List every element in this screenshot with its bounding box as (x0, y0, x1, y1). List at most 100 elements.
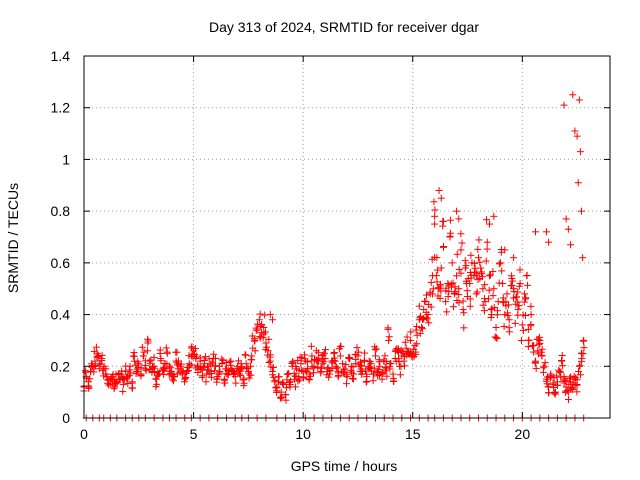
data-point (236, 371, 244, 379)
data-point (123, 375, 131, 383)
data-point (449, 279, 457, 287)
data-point (82, 368, 90, 376)
data-point (574, 179, 582, 187)
data-point (551, 390, 559, 398)
data-point (170, 377, 178, 385)
data-point (446, 216, 454, 224)
data-point (403, 333, 411, 341)
data-point (207, 373, 215, 381)
data-point (275, 373, 283, 381)
data-point (573, 381, 581, 389)
data-point (331, 357, 339, 365)
data-point (436, 294, 444, 302)
data-point (485, 220, 493, 228)
x-tick-label: 20 (515, 426, 531, 442)
data-point (422, 291, 430, 299)
data-point (237, 363, 245, 371)
data-point (363, 377, 371, 385)
data-point (295, 376, 303, 384)
y-tick-label: 1 (62, 151, 70, 167)
data-point (396, 371, 404, 379)
y-tick-label: 0.2 (51, 358, 71, 374)
data-point (444, 293, 452, 301)
data-point (483, 245, 491, 253)
data-point (579, 350, 587, 358)
data-point (512, 293, 520, 301)
data-point (210, 350, 218, 358)
data-point (319, 351, 327, 359)
data-point (357, 361, 365, 369)
data-point (428, 290, 436, 298)
data-point (580, 344, 588, 352)
data-point (181, 374, 189, 382)
data-point (432, 272, 440, 280)
data-point (142, 366, 150, 374)
data-point (251, 347, 259, 355)
data-point (269, 363, 277, 371)
data-point (473, 269, 481, 277)
data-point (372, 345, 380, 353)
x-tick-label: 0 (80, 426, 88, 442)
data-point (460, 324, 468, 332)
data-point (314, 349, 322, 357)
data-point (535, 341, 543, 349)
data-point (489, 268, 497, 276)
data-point (200, 363, 208, 371)
data-point (412, 350, 420, 358)
data-point (256, 332, 264, 340)
data-point (556, 367, 564, 375)
data-point (485, 272, 493, 280)
data-point (371, 346, 379, 354)
data-point (98, 351, 106, 359)
data-point (385, 336, 393, 344)
data-point (474, 245, 482, 253)
data-point (130, 349, 138, 357)
data-point (291, 383, 299, 391)
data-point (286, 377, 294, 385)
data-point (289, 358, 297, 366)
data-point (577, 349, 585, 357)
data-point (241, 351, 249, 359)
data-point (360, 356, 368, 364)
data-point (242, 351, 250, 359)
data-point (330, 349, 338, 357)
data-point (361, 349, 369, 357)
data-point (499, 280, 507, 288)
data-point (452, 288, 460, 296)
data-point (110, 385, 118, 393)
data-point (150, 369, 158, 377)
data-point (343, 380, 351, 388)
data-point (495, 260, 503, 268)
data-point (141, 361, 149, 369)
data-point (505, 316, 513, 324)
data-point (303, 368, 311, 376)
data-point (320, 349, 328, 357)
data-point (443, 308, 451, 316)
data-point (573, 388, 581, 396)
data-point (138, 343, 146, 351)
data-point (255, 316, 263, 324)
data-point (430, 198, 438, 206)
data-point (522, 294, 530, 302)
x-axis-label: GPS time / hours (291, 458, 398, 474)
data-point (248, 356, 256, 364)
data-point (424, 311, 432, 319)
data-point (189, 350, 197, 358)
data-point (571, 127, 579, 135)
data-point (375, 366, 383, 374)
y-tick-label: 1.2 (51, 100, 71, 116)
data-point (431, 220, 439, 228)
data-point (450, 303, 458, 311)
data-point (547, 373, 555, 381)
data-point (413, 340, 421, 348)
data-point (212, 354, 220, 362)
data-point (536, 339, 544, 347)
data-point (531, 359, 539, 367)
data-point (386, 363, 394, 371)
data-point (491, 333, 499, 341)
data-point (282, 396, 290, 404)
data-point (204, 366, 212, 374)
data-point (544, 383, 552, 391)
data-point (530, 348, 538, 356)
